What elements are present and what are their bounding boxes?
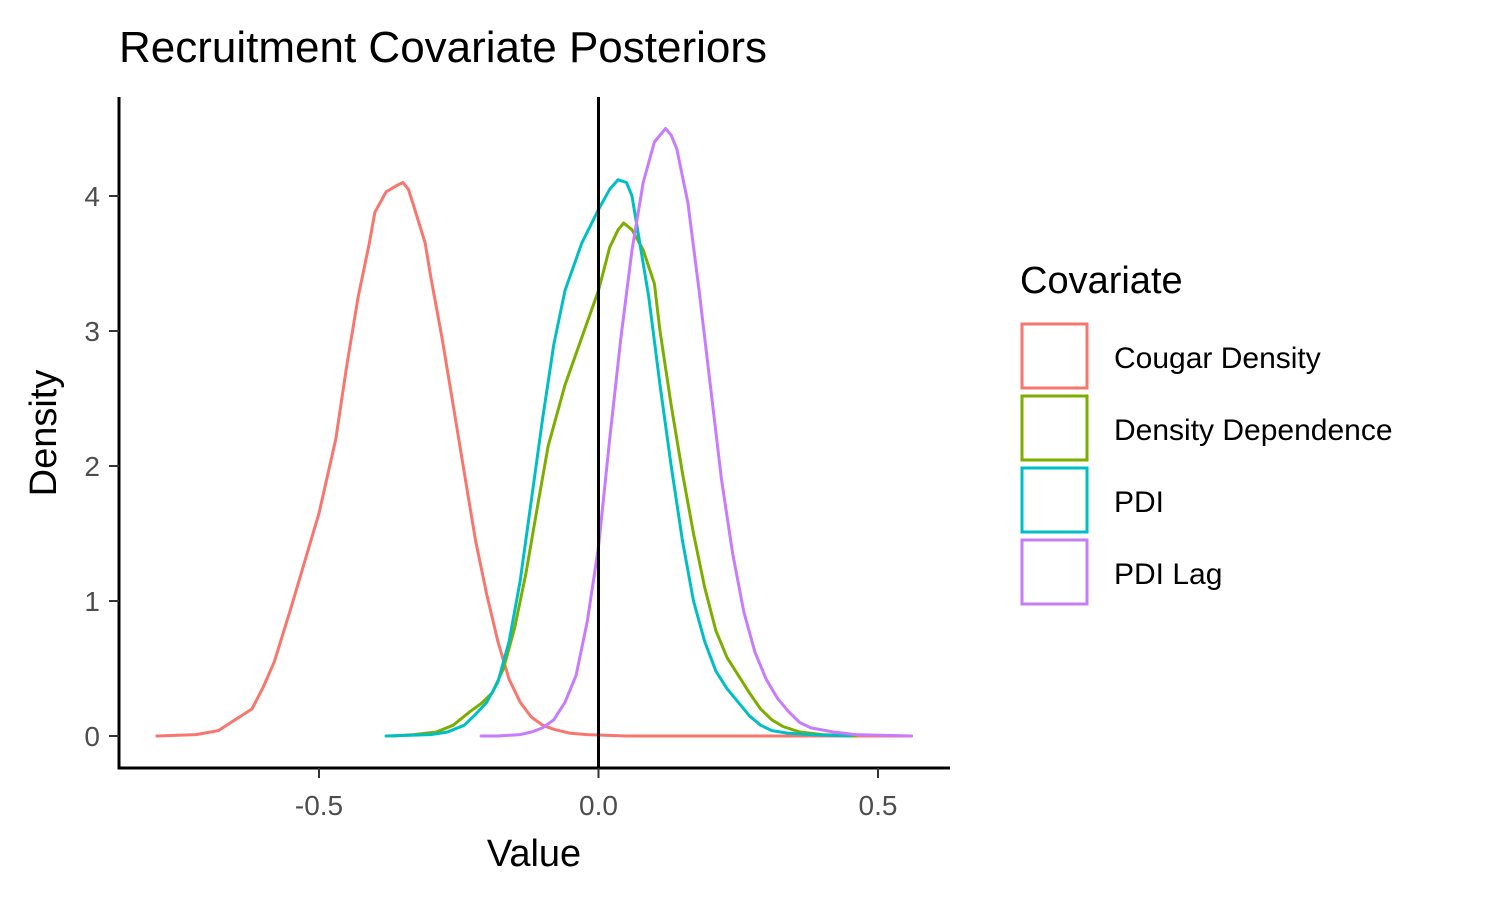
y-tick-label: 0 <box>84 721 100 752</box>
legend-label: PDI <box>1114 486 1164 519</box>
x-tick-label: 0.5 <box>859 790 898 821</box>
legend-title: Covariate <box>1020 260 1183 302</box>
y-tick-label: 3 <box>84 316 100 347</box>
series-line-cougar-density <box>155 181 913 738</box>
legend-key <box>1020 538 1089 606</box>
series-line-pdi <box>384 178 852 738</box>
series-line-pdi-lag <box>479 127 913 738</box>
legend-label: Cougar Density <box>1114 342 1321 375</box>
legend-items: Cougar Density Density Dependence PDI PDI L… <box>1020 322 1393 606</box>
x-tick-label: 0.0 <box>579 790 618 821</box>
y-tick-label: 4 <box>84 181 100 212</box>
legend: Covariate Cougar Density Density Dependen… <box>1020 260 1393 606</box>
series-layer <box>155 127 913 738</box>
series-line-density-dependence <box>390 221 858 738</box>
y-tick-label: 2 <box>84 451 100 482</box>
y-axis-ticks: 0 1 2 3 4 <box>84 181 119 752</box>
y-axis-title: Density <box>23 370 65 497</box>
legend-key <box>1020 322 1089 390</box>
legend-key <box>1020 466 1089 534</box>
legend-label: Density Dependence <box>1114 414 1393 447</box>
legend-label: PDI Lag <box>1114 558 1222 591</box>
x-axis-ticks: -0.5 0.0 0.5 <box>295 768 898 821</box>
legend-key <box>1020 394 1089 462</box>
x-axis-title: Value <box>487 833 581 875</box>
x-tick-label: -0.5 <box>295 790 343 821</box>
y-tick-label: 1 <box>84 586 100 617</box>
chart-title: Recruitment Covariate Posteriors <box>119 23 767 72</box>
